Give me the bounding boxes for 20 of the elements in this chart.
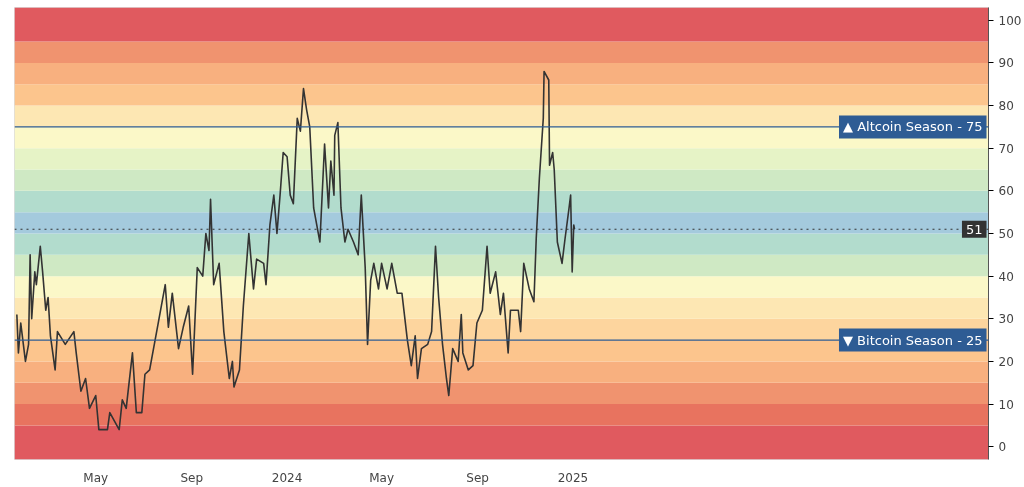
x-tick-label: 2025 (557, 470, 589, 485)
ref-line-label: ▼ Bitcoin Season - 25 (842, 332, 983, 348)
y-tick-label: 0 (998, 440, 1007, 455)
y-tick-label: 50 (998, 227, 1014, 241)
y-tick-label: 70 (998, 141, 1014, 156)
y-tick-label: 60 (998, 184, 1014, 199)
x-tick-label: 2024 (271, 470, 303, 485)
ref-line-label: ▲ Altcoin Season - 75 (843, 119, 983, 135)
x-tick-label: May (83, 470, 109, 485)
y-tick-label: 80 (998, 99, 1014, 114)
x-tick-label: Sep (180, 470, 204, 485)
y-tick-label: 90 (998, 56, 1014, 71)
y-tick-label: 10 (998, 397, 1014, 412)
y-tick-label: 20 (998, 354, 1014, 369)
y-tick-label: 40 (998, 269, 1014, 284)
y-tick-label: 30 (998, 312, 1014, 327)
y-tick-label: 100 (998, 13, 1022, 28)
x-tick-label: Sep (466, 470, 489, 485)
ref-line-label: 51 (965, 221, 983, 237)
x-tick-label: May (369, 470, 395, 485)
